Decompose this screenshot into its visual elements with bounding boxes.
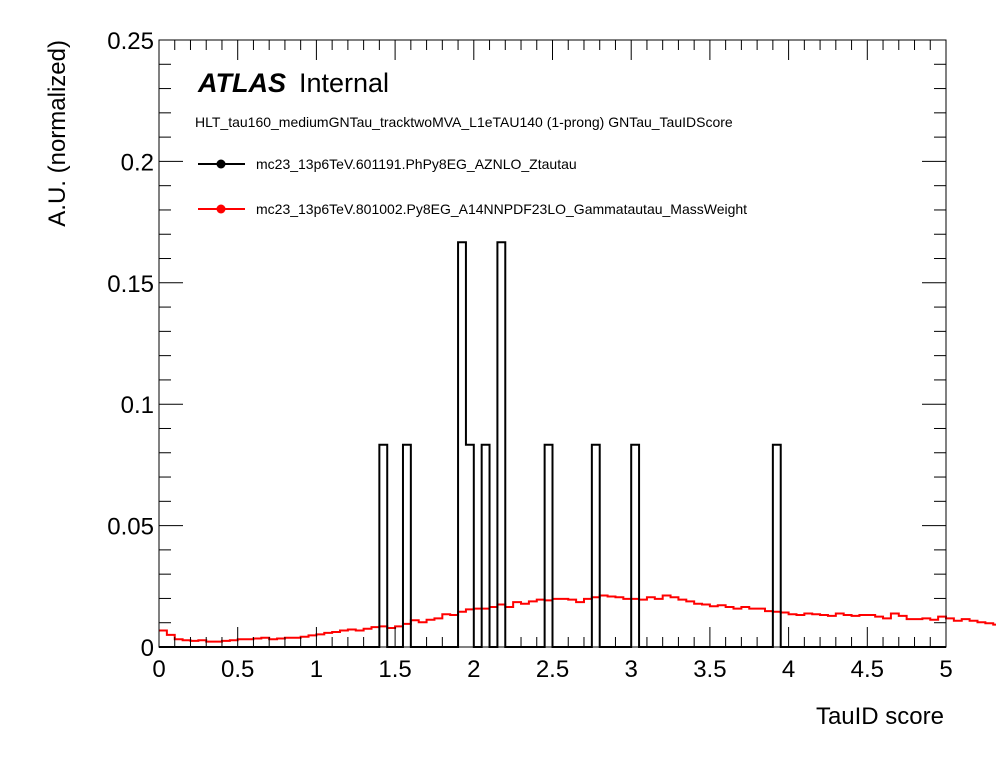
x-tick-label: 4.5 [851, 656, 884, 683]
x-tick-label: 4 [782, 656, 795, 683]
x-axis-title: TauID score [816, 703, 944, 730]
x-tick-label: 0.5 [221, 656, 254, 683]
ztautau-bin-bar [379, 445, 387, 647]
ztautau-bin-bar [466, 445, 474, 647]
ztautau-bin-bar [545, 445, 553, 647]
x-tick-label: 5 [939, 656, 952, 683]
series-gammatautau-line [159, 594, 996, 643]
trigger-label: HLT_tau160_mediumGNTau_tracktwoMVA_L1eTA… [195, 114, 733, 130]
y-tick-label: 0 [141, 635, 154, 662]
ztautau-bin-bar [403, 445, 411, 647]
x-tick-label: 1.5 [378, 656, 411, 683]
y-tick-label: 0.05 [107, 514, 154, 541]
atlas-label: ATLAS [197, 68, 286, 98]
legend-label-ztautau: mc23_13p6TeV.601191.PhPy8EG_AZNLO_Ztauta… [256, 156, 577, 172]
y-tick-label: 0.15 [107, 271, 154, 298]
legend: mc23_13p6TeV.601191.PhPy8EG_AZNLO_Ztauta… [198, 156, 747, 217]
plot-frame [158, 39, 947, 648]
legend-label-gammatautau: mc23_13p6TeV.801002.Py8EG_A14NNPDF23LO_G… [256, 201, 747, 217]
ztautau-bin-bar [592, 445, 600, 647]
ztautau-bin-bar [482, 445, 490, 647]
x-tick-label: 3 [625, 656, 638, 683]
legend-marker-gammatautau [216, 204, 226, 214]
ztautau-bin-bar [497, 242, 505, 647]
x-tick-label: 0 [152, 656, 165, 683]
ztautau-bin-bar [458, 242, 466, 647]
y-tick-label: 0.1 [121, 392, 154, 419]
y-tick-label: 0.25 [107, 28, 154, 55]
x-tick-label: 2 [467, 656, 480, 683]
x-tick-label: 2.5 [536, 656, 569, 683]
ztautau-bin-bar [631, 445, 639, 647]
y-axis-title: A.U. (normalized) [44, 40, 71, 227]
internal-label: Internal [299, 68, 389, 98]
y-tick-label: 0.2 [121, 149, 154, 176]
legend-marker-ztautau [216, 159, 226, 169]
x-tick-label: 1 [310, 656, 323, 683]
x-tick-label: 3.5 [693, 656, 726, 683]
series-ztautau-line [159, 241, 946, 648]
series-layer [159, 241, 996, 648]
ztautau-bin-bar [773, 445, 781, 647]
